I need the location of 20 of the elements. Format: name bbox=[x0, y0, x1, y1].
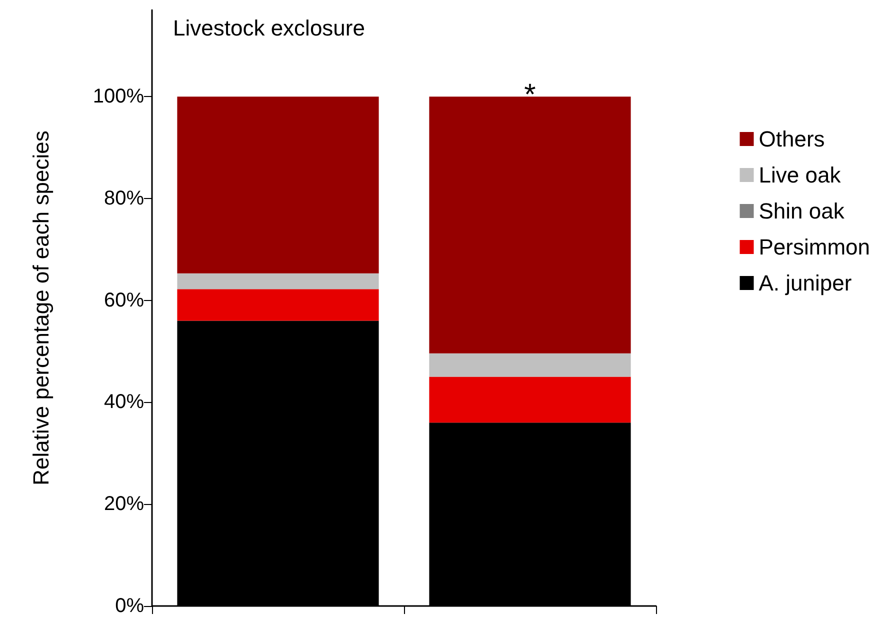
bar bbox=[177, 273, 379, 290]
y-axis-title: Relative percentage of each species bbox=[28, 130, 54, 486]
y-tick-label: 20% bbox=[104, 493, 144, 516]
legend-label: A. juniper bbox=[758, 270, 852, 296]
y-tick-label: 100% bbox=[92, 86, 144, 108]
y-tick-label: 0% bbox=[115, 595, 144, 617]
legend-label: Others bbox=[758, 126, 825, 152]
y-tick-label: 80% bbox=[104, 187, 144, 210]
y-tick-label: 40% bbox=[104, 391, 144, 414]
legend-label: Persimmon bbox=[758, 234, 870, 260]
y-tick-label: 60% bbox=[104, 289, 144, 312]
bar bbox=[429, 376, 631, 423]
legend-label: Live oak bbox=[758, 162, 842, 188]
bar bbox=[429, 353, 631, 377]
legend-label: Shin oak bbox=[758, 198, 846, 224]
bar bbox=[429, 96, 631, 354]
bar bbox=[177, 289, 379, 321]
bar bbox=[177, 96, 379, 274]
chart-title: Livestock exclosure bbox=[173, 16, 365, 40]
annotation: * bbox=[524, 78, 536, 112]
